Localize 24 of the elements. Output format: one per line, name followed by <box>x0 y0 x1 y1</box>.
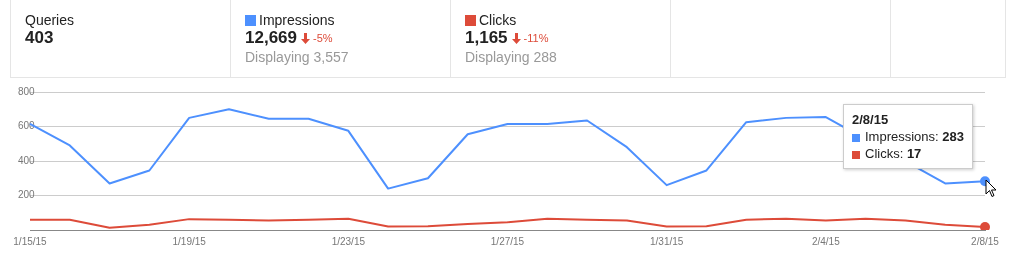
text: 12,669 <box>245 28 297 48</box>
text: -11% <box>523 31 549 46</box>
annotation: 2/8/15 <box>852 111 890 128</box>
x-tick-label: 2/8/15 <box>971 235 1000 247</box>
text: Displaying 288 <box>465 48 558 66</box>
x-tick-label: 1/19/15 <box>172 235 207 247</box>
y-tick-label: 200 <box>18 189 36 201</box>
text: Displaying 3,557 <box>245 48 350 66</box>
x-tick-label: 2/4/15 <box>811 235 841 247</box>
text: 403 <box>25 28 55 48</box>
annotation: Clicks: 17 <box>865 146 922 161</box>
text: 1,165 <box>465 28 508 48</box>
x-tick-label: 1/27/15 <box>490 235 525 247</box>
y-tick-label: 400 <box>18 154 36 166</box>
text: -5% <box>313 31 333 46</box>
x-tick-label: 1/23/15 <box>331 235 366 247</box>
x-tick-label: 1/31/15 <box>649 235 684 247</box>
legend-label: Impressions <box>259 12 335 28</box>
y-tick-label: 800 <box>18 85 36 97</box>
text: Queries <box>25 12 76 28</box>
legend-label: Clicks <box>479 12 517 28</box>
annotation: Impressions: 283 <box>865 129 965 144</box>
y-tick-label: 600 <box>18 120 36 132</box>
x-tick-label: 1/15/15 <box>13 235 48 247</box>
